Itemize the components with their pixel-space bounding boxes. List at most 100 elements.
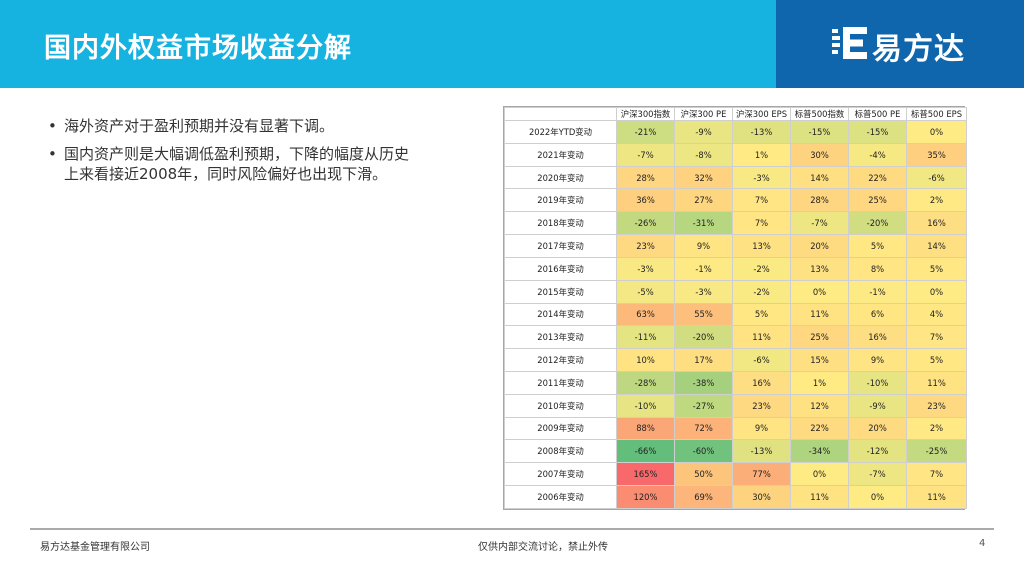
value-cell: 36%: [616, 188, 675, 213]
value-cell: -13%: [732, 439, 791, 464]
value-cell: 13%: [732, 234, 791, 258]
value-cell: 0%: [848, 485, 907, 509]
value-cell: 30%: [790, 142, 849, 167]
value-cell: -31%: [674, 211, 733, 236]
value-cell: 120%: [616, 485, 675, 509]
value-cell: 69%: [674, 485, 733, 509]
value-cell: -25%: [906, 439, 967, 464]
value-cell: 5%: [906, 256, 967, 281]
row-label: 2014年变动: [504, 302, 617, 327]
value-cell: 16%: [906, 211, 967, 236]
bullet-item: • 国内资产则是大幅调低盈利预期，下降的幅度从历史上来看接近2008年，同时风险…: [48, 144, 418, 184]
value-cell: 72%: [674, 416, 733, 441]
table-row: 2020年变动 28% 32% -3% 14% 22% -6%: [504, 165, 967, 190]
value-cell: -3%: [616, 256, 675, 281]
value-cell: -11%: [616, 325, 675, 350]
value-cell: 0%: [906, 120, 967, 144]
value-cell: -34%: [790, 439, 849, 464]
value-cell: 27%: [674, 188, 733, 213]
value-cell: -15%: [848, 120, 907, 144]
value-cell: 7%: [732, 188, 791, 213]
table-row: 2022年YTD变动 -21% -9% -13% -15% -15% 0%: [504, 120, 967, 144]
value-cell: -15%: [790, 120, 849, 144]
row-label: 2011年变动: [504, 370, 617, 395]
row-label: 2017年变动: [504, 234, 617, 258]
value-cell: -28%: [616, 370, 675, 395]
value-cell: -3%: [732, 165, 791, 190]
value-cell: 2%: [906, 188, 967, 213]
value-cell: -7%: [616, 142, 675, 167]
value-cell: -20%: [674, 325, 733, 350]
row-label: 2010年变动: [504, 393, 617, 418]
value-cell: 5%: [732, 302, 791, 327]
column-header: 标普500 EPS: [906, 107, 967, 121]
footer-notice: 仅供内部交流讨论，禁止外传: [478, 542, 608, 553]
value-cell: 20%: [848, 416, 907, 441]
row-label: 2019年变动: [504, 188, 617, 213]
value-cell: 11%: [732, 325, 791, 350]
value-cell: 14%: [906, 234, 967, 258]
value-cell: 9%: [732, 416, 791, 441]
value-cell: -27%: [674, 393, 733, 418]
value-cell: 13%: [790, 256, 849, 281]
value-cell: 9%: [848, 348, 907, 372]
table-row: 2018年变动 -26% -31% 7% -7% -20% 16%: [504, 211, 967, 236]
value-cell: 8%: [848, 256, 907, 281]
value-cell: 9%: [674, 234, 733, 258]
table-row: 2010年变动 -10% -27% 23% 12% -9% 23%: [504, 393, 967, 418]
row-label: 2022年YTD变动: [504, 120, 617, 144]
value-cell: -10%: [616, 393, 675, 418]
value-cell: -60%: [674, 439, 733, 464]
value-cell: -7%: [848, 462, 907, 486]
value-cell: 7%: [906, 325, 967, 350]
table-row: 2009年变动 88% 72% 9% 22% 20% 2%: [504, 416, 967, 441]
page-number: 4: [979, 538, 986, 549]
table-row: 2007年变动 165% 50% 77% 0% -7% 7%: [504, 462, 967, 486]
value-cell: -6%: [906, 165, 967, 190]
value-cell: -9%: [674, 120, 733, 144]
value-cell: 23%: [616, 234, 675, 258]
value-cell: -1%: [674, 256, 733, 281]
bullet-list: • 海外资产对于盈利预期并没有显著下调。 • 国内资产则是大幅调低盈利预期，下降…: [48, 116, 418, 192]
value-cell: -2%: [732, 279, 791, 304]
value-cell: 4%: [906, 302, 967, 327]
value-cell: -20%: [848, 211, 907, 236]
value-cell: 88%: [616, 416, 675, 441]
table-row: 2019年变动 36% 27% 7% 28% 25% 2%: [504, 188, 967, 213]
value-cell: -4%: [848, 142, 907, 167]
value-cell: -9%: [848, 393, 907, 418]
value-cell: 1%: [732, 142, 791, 167]
value-cell: 63%: [616, 302, 675, 327]
row-label: 2006年变动: [504, 485, 617, 509]
value-cell: 23%: [906, 393, 967, 418]
value-cell: -38%: [674, 370, 733, 395]
table-row: 2014年变动 63% 55% 5% 11% 6% 4%: [504, 302, 967, 327]
value-cell: 7%: [906, 462, 967, 486]
row-label: 2016年变动: [504, 256, 617, 281]
value-cell: 17%: [674, 348, 733, 372]
value-cell: 28%: [616, 165, 675, 190]
value-cell: 0%: [906, 279, 967, 304]
value-cell: 0%: [790, 279, 849, 304]
value-cell: 5%: [906, 348, 967, 372]
value-cell: -3%: [674, 279, 733, 304]
table-row: 2015年变动 -5% -3% -2% 0% -1% 0%: [504, 279, 967, 304]
page-title: 国内外权益市场收益分解: [44, 33, 352, 64]
value-cell: 14%: [790, 165, 849, 190]
value-cell: -1%: [848, 279, 907, 304]
row-label: 2018年变动: [504, 211, 617, 236]
value-cell: 6%: [848, 302, 907, 327]
row-label: 2015年变动: [504, 279, 617, 304]
value-cell: -21%: [616, 120, 675, 144]
value-cell: -8%: [674, 142, 733, 167]
table-row: 2011年变动 -28% -38% 16% 1% -10% 11%: [504, 370, 967, 395]
table-row: 2016年变动 -3% -1% -2% 13% 8% 5%: [504, 256, 967, 281]
row-label: 2009年变动: [504, 416, 617, 441]
row-label: 2013年变动: [504, 325, 617, 350]
row-label: 2008年变动: [504, 439, 617, 464]
logo: 易方达: [776, 0, 1024, 88]
value-cell: 55%: [674, 302, 733, 327]
value-cell: 25%: [790, 325, 849, 350]
value-cell: -26%: [616, 211, 675, 236]
value-cell: -5%: [616, 279, 675, 304]
